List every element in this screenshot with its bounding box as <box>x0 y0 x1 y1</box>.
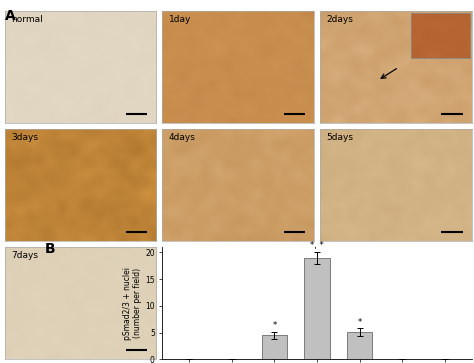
Text: 3days: 3days <box>11 134 38 142</box>
Text: *: * <box>272 321 276 330</box>
Text: B: B <box>45 242 55 257</box>
Bar <box>304 258 330 359</box>
Text: 7days: 7days <box>11 252 38 261</box>
Text: 2days: 2days <box>326 15 353 24</box>
Text: *: * <box>357 318 362 327</box>
Bar <box>262 335 287 359</box>
Text: normal: normal <box>11 15 43 24</box>
Bar <box>347 332 373 359</box>
Text: *, *: *, * <box>310 241 324 250</box>
Text: 1day: 1day <box>168 15 191 24</box>
Text: A: A <box>5 9 16 23</box>
Text: 5days: 5days <box>326 134 353 142</box>
Text: 4days: 4days <box>168 134 195 142</box>
Y-axis label: pSmad2/3 + nuclei
(number per field): pSmad2/3 + nuclei (number per field) <box>123 267 142 340</box>
